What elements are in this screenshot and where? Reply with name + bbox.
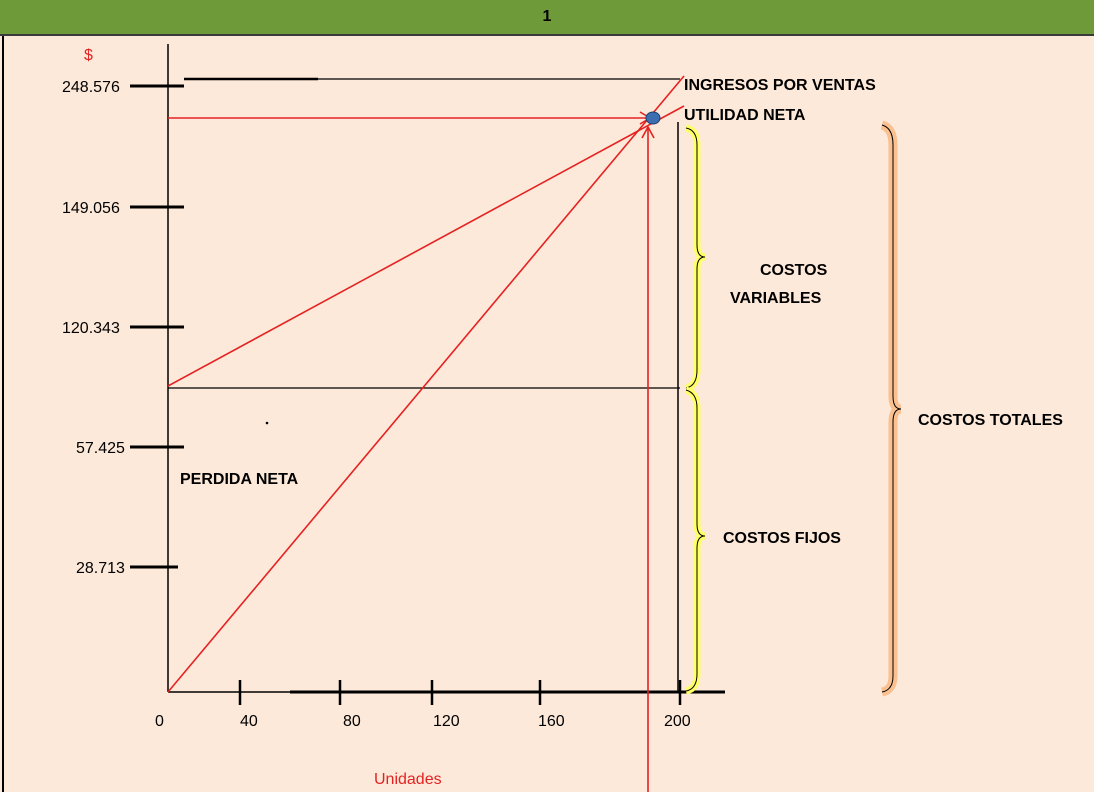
y-tick-label: 28.713	[76, 560, 125, 577]
arrowhead-up	[641, 125, 655, 139]
label-perdida-neta: PERDIDA NETA	[180, 471, 299, 488]
y-ticks	[130, 77, 318, 569]
label-costos-totales: COSTOS TOTALES	[918, 412, 1063, 429]
y-tick-label: 120.343	[62, 320, 120, 337]
label-costos-variables-line2: VARIABLES	[730, 290, 822, 307]
brace-totales-outline	[881, 124, 902, 693]
brace-fijos	[684, 386, 706, 695]
total-cost-line	[167, 105, 685, 387]
label-costos-fijos: COSTOS FIJOS	[723, 530, 841, 547]
x-tick-label: 0	[155, 713, 164, 730]
brace-fijos-outline	[685, 389, 706, 692]
y-tick-label: 57.425	[76, 440, 125, 457]
x-tick-label: 200	[664, 713, 691, 730]
label-costos-variables-line1: COSTOS	[760, 262, 828, 279]
header-title: 1	[542, 8, 552, 25]
stray-dot	[265, 421, 269, 425]
y-axis-symbol: $	[84, 47, 93, 64]
x-axis-title: Unidades	[374, 771, 442, 788]
x-tick-label: 80	[343, 713, 361, 730]
x-tick-label: 120	[433, 713, 460, 730]
y-tick-label: 248.576	[62, 79, 120, 96]
income-line	[167, 75, 685, 693]
label-ingresos-ventas: INGRESOS POR VENTAS	[684, 77, 876, 94]
equilibrium-point	[645, 111, 661, 125]
y-tick-label: 149.056	[62, 200, 120, 217]
x-tick-label: 160	[538, 713, 565, 730]
label-utilidad-neta: UTILIDAD NETA	[684, 107, 806, 124]
header-bar: 1	[0, 0, 1094, 36]
x-ticks	[238, 680, 682, 705]
brace-variables-outline	[685, 127, 706, 389]
x-tick-label: 40	[240, 713, 258, 730]
